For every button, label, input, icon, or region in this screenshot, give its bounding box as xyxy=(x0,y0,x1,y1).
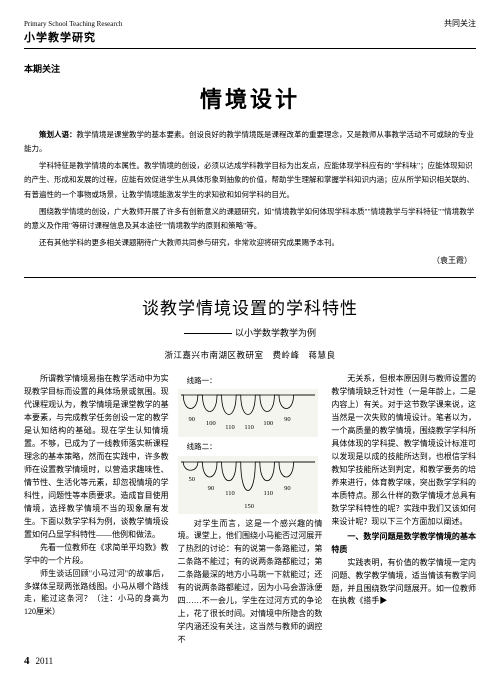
article-title: 谈教学情境设置的学科特性 xyxy=(24,296,476,322)
svg-text:90: 90 xyxy=(188,416,195,423)
svg-text:90: 90 xyxy=(284,485,291,492)
editor-lead: 策划人语： xyxy=(39,130,77,139)
col1-p1: 所谓教学情境易指在教学活动中为实现教学目标而设置的具体场景或氛围。现代课程观认为… xyxy=(24,373,169,541)
svg-text:150: 150 xyxy=(244,503,254,510)
header-right: 共同关注 xyxy=(444,18,476,30)
svg-text:100: 100 xyxy=(206,420,216,427)
column-2: 线路一： 90 100 110 110 100 90 线路二： 50 90 110 150 110… xyxy=(178,373,323,647)
chart-line2: 线路二： 50 90 110 150 110 90 xyxy=(178,441,323,513)
svg-text:50: 50 xyxy=(188,476,195,483)
svg-text:90: 90 xyxy=(284,416,291,423)
footer-year: 2011 xyxy=(36,656,54,666)
chart1-label: 线路一： xyxy=(178,375,323,387)
chart1-svg: 90 100 110 110 100 90 xyxy=(178,389,318,437)
header-left: Primary School Teaching Research 小学教学研究 xyxy=(24,19,122,46)
journal-name: 小学教学研究 xyxy=(24,30,122,47)
page-footer: 4 2011 xyxy=(24,653,53,670)
editor-signoff: （袁王霞） xyxy=(24,255,472,267)
column-3: 无关系，但根本原因则与教师设置的教学情境缺乏针对性（一是年龄上，二是内容上）有关… xyxy=(331,373,476,647)
editor-note-p3: 围绕教学情境的创设，广大教师开展了许多有创新意义的课题研究，如"情境教学如何体现… xyxy=(24,205,476,234)
col3-heading: 一、数学问题是数学教学情境的基本特质 xyxy=(331,531,476,557)
header-rule xyxy=(24,48,476,49)
editor-p1-text: 教学情境是课堂教学的基本要素。创设良好的教学情境既是课程改革的重要理念，又是教师… xyxy=(24,130,474,153)
section-label: 本期关注 xyxy=(24,63,476,77)
chart2-label: 线路二： xyxy=(178,441,323,453)
main-title: 情境设计 xyxy=(24,83,476,116)
svg-text:90: 90 xyxy=(207,485,214,492)
article-authors: 浙江嘉兴市南湖区教研室 费岭峰 蒋慧良 xyxy=(24,349,476,362)
svg-text:110: 110 xyxy=(263,490,273,497)
article-columns: 所谓教学情境易指在教学活动中为实现教学目标而设置的具体场景或氛围。现代课程观认为… xyxy=(24,373,476,647)
editor-note-p1: 策划人语：教学情境是课堂教学的基本要素。创设良好的教学情境既是课程改革的重要理念… xyxy=(24,128,476,157)
col2-p1: 对学生而言，这是一个感兴趣的情境。课堂上，他们围绕小马能否过河展开了热烈的讨论：… xyxy=(178,518,323,648)
column-1: 所谓教学情境易指在教学活动中为实现教学目标而设置的具体场景或氛围。现代课程观认为… xyxy=(24,373,169,647)
section-rule xyxy=(24,277,476,278)
col1-p2: 先看一位教师在《求简单平均数》教学中的一个片段。 xyxy=(24,542,169,568)
journal-english: Primary School Teaching Research xyxy=(24,19,122,30)
page-header: Primary School Teaching Research 小学教学研究 … xyxy=(24,18,476,46)
svg-text:110: 110 xyxy=(225,490,235,497)
subtitle-dash xyxy=(184,333,232,334)
svg-text:110: 110 xyxy=(244,424,254,431)
svg-text:100: 100 xyxy=(263,420,273,427)
editor-note-p4: 还有其他学科的更多相关课题期待广大教师共同参与研究，非常欢迎将研究成果赐予本刊。 xyxy=(24,236,476,250)
svg-text:110: 110 xyxy=(225,424,235,431)
page-number: 4 xyxy=(24,655,30,667)
chart-line1: 线路一： 90 100 110 110 100 90 xyxy=(178,375,323,437)
col3-p2: 实践表明，有价值的教学情境一定内问题、教学教学情境，适当情该有教学问题，并且围绕… xyxy=(331,557,476,609)
article-subtitle: 以小学数学教学为例 xyxy=(235,328,316,338)
chart2-svg: 50 90 110 150 110 90 xyxy=(178,456,318,514)
col1-p3: 师生谈话回顾"小马过河"的故事后，多媒体呈现两张路线图。小马从哪个路线走，能过这… xyxy=(24,568,169,620)
article-subtitle-row: 以小学数学教学为例 xyxy=(24,327,476,341)
editor-note-p2: 学科特征是教学情境的本属性。教学情境的创设，必须以达成学科教学目标为出发点，应能… xyxy=(24,159,476,202)
col3-p1: 无关系，但根本原因则与教师设置的教学情境缺乏针对性（一是年龄上，二是内容上）有关… xyxy=(331,373,476,528)
